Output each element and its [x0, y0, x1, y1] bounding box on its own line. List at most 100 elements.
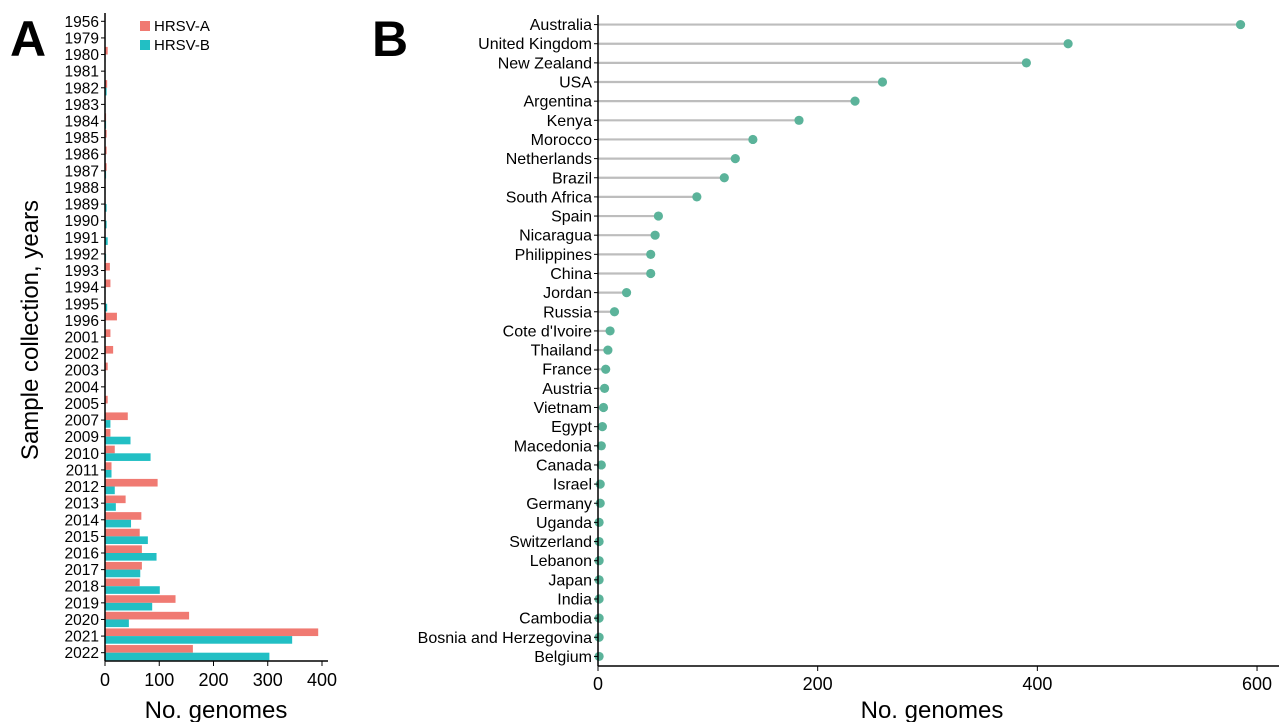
panel-b-lollipops — [594, 19, 1246, 662]
point-china — [646, 268, 656, 279]
point-canada — [596, 460, 606, 470]
point-jordan — [621, 288, 632, 298]
y-tick-label-france: France — [542, 362, 592, 379]
point-vietnam — [598, 402, 609, 413]
x-tick-label-0: 0 — [100, 670, 110, 690]
bar-hrsv-a-2003 — [105, 362, 108, 371]
y-tick-label-2011: 2011 — [66, 462, 99, 479]
point-cambodia — [594, 613, 604, 623]
bar-hrsv-a-2020 — [105, 611, 190, 620]
point-argentina — [850, 96, 860, 106]
point-australia — [1235, 19, 1246, 30]
y-tick-label-australia: Australia — [530, 17, 592, 34]
y-tick-label-usa: USA — [559, 75, 592, 92]
y-tick-label-brazil: Brazil — [552, 170, 592, 187]
bar-hrsv-a-1993 — [105, 262, 110, 271]
bar-hrsv-b-2017 — [105, 569, 141, 578]
bar-hrsv-a-1980 — [105, 46, 108, 55]
y-tick-label-2016: 2016 — [65, 546, 99, 563]
y-tick-label-2022: 2022 — [65, 645, 99, 662]
point-netherlands — [730, 154, 740, 164]
y-tick-label-philippines: Philippines — [515, 247, 592, 264]
y-tick-label-2010: 2010 — [65, 446, 100, 463]
panel-b-x-ticks: 0 200 400 600 — [593, 666, 1272, 694]
y-tick-label-belgium: Belgium — [534, 649, 592, 666]
y-tick-label-1989: 1989 — [65, 197, 99, 214]
bar-hrsv-b-2007 — [105, 420, 111, 428]
y-tick-label-1985: 1985 — [65, 130, 99, 147]
bar-hrsv-a-2009 — [105, 429, 111, 437]
bar-hrsv-a-2010 — [105, 445, 115, 454]
bar-hrsv-a-2002 — [105, 345, 114, 354]
bar-hrsv-b-1989 — [105, 204, 107, 212]
panel-a-letter: A — [10, 11, 46, 67]
legend-label-hrsv-a: HRSV-A — [154, 18, 210, 35]
y-tick-label-1993: 1993 — [65, 263, 99, 280]
bar-hrsv-a-2013 — [105, 495, 126, 504]
y-tick-label-2018: 2018 — [65, 579, 99, 596]
bar-hrsv-b-2011 — [105, 469, 112, 478]
bar-hrsv-a-2017 — [105, 561, 142, 570]
y-tick-label-2002: 2002 — [65, 346, 99, 363]
panel-a-y-axis-title: Sample collection, years — [17, 200, 44, 460]
y-tick-label-2021: 2021 — [65, 629, 99, 646]
y-tick-label-2007: 2007 — [65, 413, 99, 430]
point-uganda — [594, 517, 604, 528]
point-spain — [653, 211, 664, 221]
y-tick-label-1984: 1984 — [65, 114, 100, 131]
bar-hrsv-a-2014 — [105, 512, 142, 520]
y-tick-label-japan: Japan — [548, 572, 592, 589]
y-tick-label-2020: 2020 — [65, 612, 100, 629]
bar-hrsv-b-2013 — [105, 503, 116, 511]
bar-hrsv-a-2011 — [105, 462, 112, 470]
y-tick-label-egypt: Egypt — [551, 419, 592, 436]
bar-hrsv-b-2009 — [105, 436, 131, 445]
y-tick-label-2014: 2014 — [65, 512, 100, 529]
bar-hrsv-a-2021 — [105, 628, 319, 637]
y-tick-label-1983: 1983 — [65, 97, 99, 114]
y-tick-label-1994: 1994 — [65, 280, 100, 297]
y-tick-label-vietnam: Vietnam — [534, 400, 592, 417]
bar-hrsv-b-1990 — [105, 220, 107, 229]
x-tick-label-200: 200 — [198, 670, 228, 690]
y-tick-label-argentina: Argentina — [524, 94, 593, 111]
point-morocco — [748, 134, 758, 145]
y-tick-label-1956: 1956 — [65, 14, 99, 31]
y-tick-label-russia: Russia — [543, 304, 592, 321]
bar-hrsv-a-2016 — [105, 545, 142, 553]
y-tick-label-china: China — [550, 266, 592, 283]
y-tick-label-1995: 1995 — [65, 296, 99, 313]
y-tick-label-1981: 1981 — [65, 64, 99, 81]
point-usa — [877, 77, 888, 87]
y-tick-label-jordan: Jordan — [543, 285, 592, 302]
bar-hrsv-b-2021 — [105, 636, 293, 644]
bar-hrsv-a-1994 — [105, 279, 111, 288]
y-tick-label-2019: 2019 — [65, 595, 99, 612]
legend-swatch-hrsv-a — [140, 21, 150, 31]
legend-swatch-hrsv-b — [140, 40, 150, 50]
y-tick-label-1979: 1979 — [65, 30, 99, 47]
bar-hrsv-a-2007 — [105, 412, 128, 421]
point-cote-d-ivoire — [605, 326, 615, 336]
bar-hrsv-b-2020 — [105, 619, 129, 628]
y-tick-label-2009: 2009 — [65, 429, 99, 446]
y-tick-label-austria: Austria — [542, 381, 592, 398]
bar-hrsv-a-1982 — [105, 80, 108, 88]
bar-hrsv-b-2019 — [105, 602, 153, 611]
x-tick-label-100: 100 — [144, 670, 174, 690]
bar-hrsv-a-2019 — [105, 595, 176, 603]
bar-hrsv-a-2015 — [105, 528, 140, 537]
bar-hrsv-b-2014 — [105, 519, 132, 528]
bar-hrsv-b-1991 — [105, 237, 108, 245]
y-tick-label-2001: 2001 — [65, 330, 99, 347]
panel-a-legend: HRSV-A HRSV-B — [140, 18, 210, 54]
y-tick-label-netherlands: Netherlands — [506, 151, 592, 168]
y-tick-label-bosnia-and-herzegovina: Bosnia and Herzegovina — [418, 630, 592, 647]
x-tick-label-300: 300 — [253, 670, 283, 690]
bar-hrsv-a-2018 — [105, 578, 140, 587]
bar-hrsv-b-2016 — [105, 553, 157, 561]
y-tick-label-uganda: Uganda — [536, 515, 592, 532]
y-tick-label-macedonia: Macedonia — [514, 438, 592, 455]
panel-b-x-axis-title: No. genomes — [861, 697, 1004, 722]
bar-hrsv-a-1996 — [105, 312, 117, 321]
